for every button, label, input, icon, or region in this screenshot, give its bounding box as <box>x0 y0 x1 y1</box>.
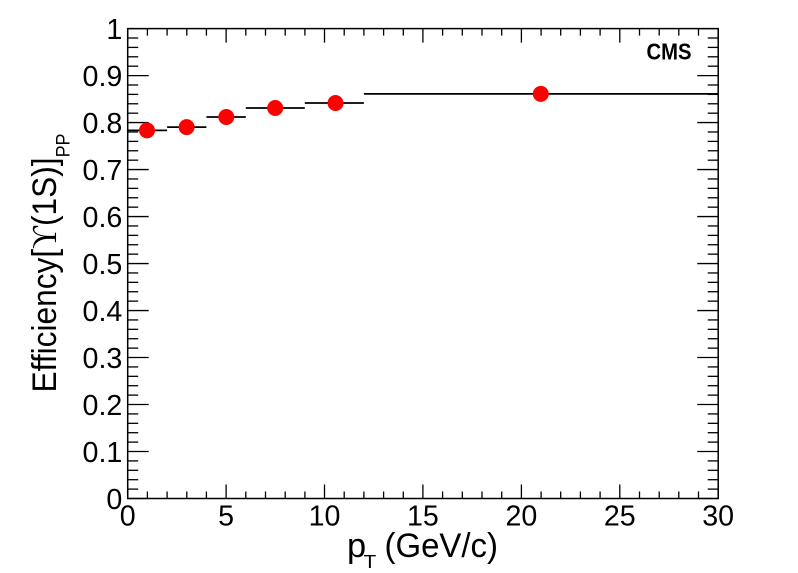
svg-text:0.7: 0.7 <box>83 155 123 187</box>
svg-text:20: 20 <box>505 501 537 533</box>
svg-text:5: 5 <box>218 501 234 533</box>
svg-text:0.1: 0.1 <box>83 437 123 469</box>
svg-text:30: 30 <box>702 501 734 533</box>
svg-text:0.4: 0.4 <box>83 296 123 328</box>
svg-text:0.5: 0.5 <box>83 249 123 281</box>
svg-text:(GeV/c): (GeV/c) <box>385 527 499 565</box>
svg-text:25: 25 <box>604 501 636 533</box>
svg-text:0: 0 <box>106 484 122 516</box>
svg-text:p: p <box>347 527 366 565</box>
svg-text:0.9: 0.9 <box>83 61 123 93</box>
svg-text:10: 10 <box>309 501 341 533</box>
svg-text:0: 0 <box>120 501 136 533</box>
svg-text:0.8: 0.8 <box>83 108 123 140</box>
svg-text:CMS: CMS <box>647 39 692 65</box>
svg-text:0.3: 0.3 <box>83 343 123 375</box>
svg-text:1: 1 <box>106 14 122 46</box>
svg-text:0.6: 0.6 <box>83 202 123 234</box>
svg-text:15: 15 <box>407 501 439 533</box>
svg-text:T: T <box>364 551 377 572</box>
svg-text:0.2: 0.2 <box>83 390 123 422</box>
